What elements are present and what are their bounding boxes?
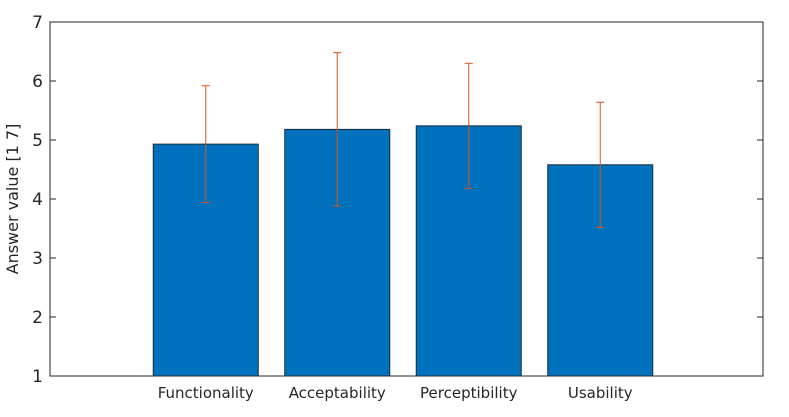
y-tick-label-4: 4	[32, 190, 43, 210]
x-tick-label-functionality: Functionality	[158, 384, 254, 402]
y-axis-title: Answer value [1 7]	[3, 124, 22, 275]
x-tick-label-acceptability: Acceptability	[289, 384, 386, 402]
y-tick-label-5: 5	[32, 131, 43, 151]
y-tick-label-3: 3	[32, 249, 43, 269]
x-tick-label-usability: Usability	[568, 384, 633, 402]
x-tick-label-perceptibility: Perceptibility	[420, 384, 518, 402]
y-tick-label-1: 1	[32, 367, 43, 387]
y-tick-label-7: 7	[32, 13, 43, 33]
y-tick-label-2: 2	[32, 308, 43, 328]
plot-area: Functionality Acceptability Perceptibility…	[32, 13, 764, 402]
y-tick-label-6: 6	[32, 72, 43, 92]
